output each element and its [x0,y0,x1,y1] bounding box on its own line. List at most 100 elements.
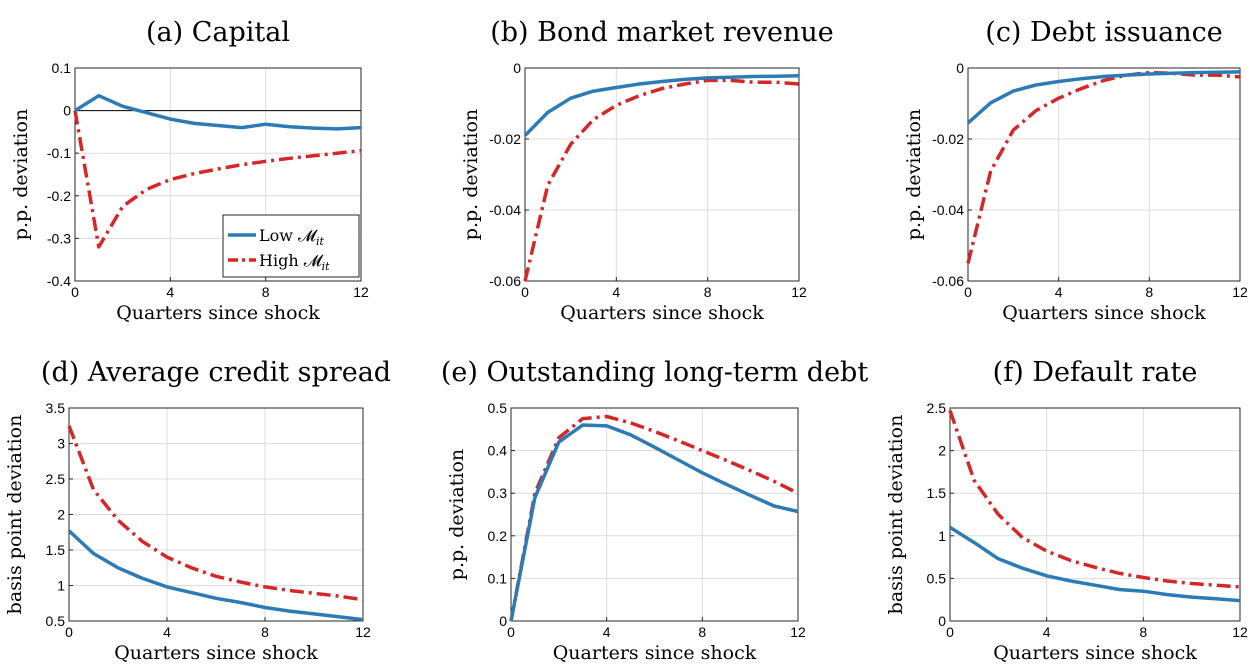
series-line-low [74,93,362,131]
x-tick-label: 12 [791,284,807,300]
x-tick-label: 0 [71,284,79,300]
y-tick-label: -0.06 [489,273,521,289]
panel-title: (b) Bond market revenue [490,17,834,48]
y-tick-label: 0.1 [488,570,508,586]
plot-frame [967,67,1241,282]
x-axis-label: Quarters since shock [560,302,764,324]
plot-frame [949,407,1241,622]
y-axis-label: p.p. deviation [10,109,32,240]
panel-6: (f) Default rate 0 4 8 12 0 0.5 1 1.5 2 2.5 Quarter… [885,357,1248,664]
x-tick-label: 4 [1043,624,1051,640]
y-tick-label: 3.5 [46,400,66,416]
series-line-high [966,70,1241,264]
y-tick-label: 0.3 [488,485,508,501]
legend-box [222,214,360,278]
x-tick-label: 12 [355,624,371,640]
panel-title: (c) Debt issuance [985,17,1222,48]
series-line-high [523,78,800,282]
y-tick-label: 2 [57,507,65,523]
y-tick-label: 0.5 [927,570,947,586]
y-tick-label: 0 [956,60,964,76]
x-tick-label: 4 [163,624,171,640]
panel-title: (f) Default rate [993,357,1198,388]
y-tick-label: -0.1 [47,145,71,161]
x-tick-label: 0 [507,624,515,640]
y-axis-label: p.p. deviation [460,109,482,240]
series-line-high [73,110,362,249]
y-tick-label: 0 [938,613,946,629]
plot-frame [510,407,799,622]
y-axis-label: p.p. deviation [903,109,925,240]
y-tick-label: 2.5 [927,400,947,416]
x-tick-label: 12 [1232,624,1248,640]
y-tick-label: -0.06 [932,273,964,289]
y-tick-label: -0.04 [489,202,521,218]
plot-frame [524,67,800,282]
x-axis-label: Quarters since shock [116,302,320,324]
y-tick-label: 0 [513,60,521,76]
x-tick-label: 8 [698,624,706,640]
series-line-high [509,414,799,622]
x-tick-label: 0 [946,624,954,640]
panel-4: (d) Average credit spread 0 4 8 12 0.5 1 1.5 2 2.… [4,357,391,664]
plot-frame [74,67,362,282]
panel-title: (a) Capital [146,17,290,48]
series-line-low [67,529,364,622]
x-tick-label: 8 [262,284,270,300]
panel-5: (e) Outstanding long-term debt 0 4 8 12 0 0.1 0… [441,357,869,664]
y-tick-label: 1.5 [927,485,947,501]
y-tick-label: 0 [63,103,71,119]
y-tick-label: -0.3 [47,230,71,246]
x-axis-label: Quarters since shock [1002,302,1206,324]
panel-title: (d) Average credit spread [41,357,391,388]
series-line-low [949,525,1241,603]
x-tick-label: 0 [964,284,972,300]
x-tick-label: 0 [521,284,529,300]
panel-1: (a) Capital 0 4 8 12 -0.4 -0.3 -0.2 -0.1 0 0.1 Quar… [10,17,369,324]
x-tick-label: 4 [603,624,611,640]
x-axis-label: Quarters since shock [993,642,1197,664]
y-tick-label: 0.5 [488,400,508,416]
x-axis-label: Quarters since shock [553,642,757,664]
y-tick-label: -0.02 [489,131,521,147]
x-tick-label: 12 [790,624,806,640]
panel-3: (c) Debt issuance 0 4 8 12 -0.06 -0.04 -0.02 0 Qu… [903,17,1248,324]
series-line-high [67,425,364,602]
y-tick-label: 0 [499,613,507,629]
series-line-low [966,70,1241,125]
legend-label-high-main: High 𝓜 [259,251,324,270]
x-tick-label: 4 [166,284,174,300]
y-tick-label: 0.5 [46,613,66,629]
legend-label-high-sub: it [322,260,331,273]
series-line-low [509,423,799,622]
y-tick-label: -0.04 [932,202,964,218]
y-axis-label: basis point deviation [4,415,26,615]
y-tick-label: 0.2 [488,528,508,544]
legend-label-low-sub: it [316,235,325,248]
y-tick-label: 2.5 [46,471,66,487]
x-tick-label: 12 [1232,284,1248,300]
legend-label-low-main: Low 𝓜 [259,226,318,245]
y-tick-label: -0.4 [47,273,71,289]
y-tick-label: 0.4 [488,443,508,459]
y-tick-label: -0.02 [932,131,964,147]
y-tick-label: -0.2 [47,188,71,204]
series-line-high [948,410,1241,589]
x-tick-label: 8 [704,284,712,300]
y-tick-label: 2 [938,443,946,459]
y-tick-label: 1 [57,578,65,594]
x-tick-label: 0 [65,624,73,640]
x-axis-label: Quarters since shock [114,642,318,664]
y-axis-label: p.p. deviation [446,449,468,580]
y-axis-label: basis point deviation [885,415,907,615]
x-tick-label: 8 [261,624,269,640]
panel-2: (b) Bond market revenue 0 4 8 12 -0.06 -0.04 -0… [460,17,834,324]
x-tick-label: 8 [1145,284,1153,300]
x-tick-label: 8 [1139,624,1147,640]
y-tick-label: 3 [57,436,65,452]
panel-title: (e) Outstanding long-term debt [441,357,869,388]
y-tick-label: 0.1 [52,60,72,76]
x-tick-label: 12 [353,284,369,300]
